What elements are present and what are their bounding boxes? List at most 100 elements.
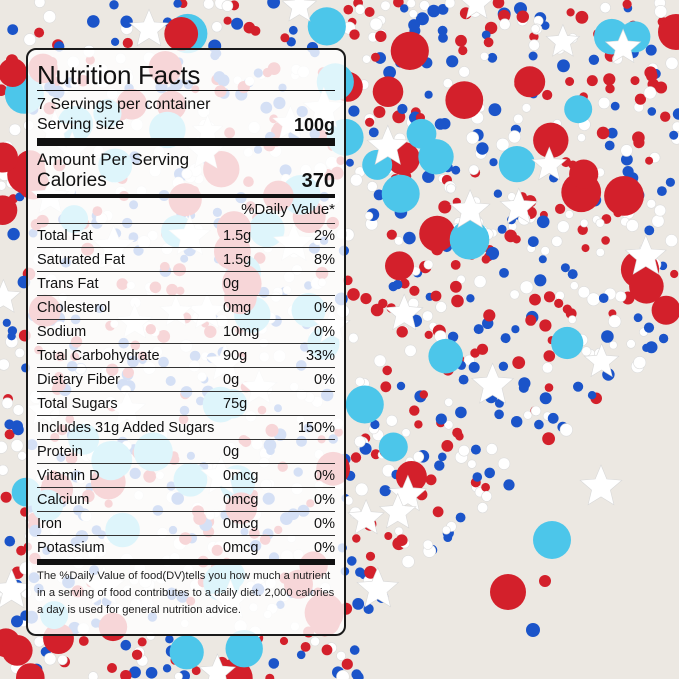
nonpareil-sprinkle — [432, 506, 444, 518]
nonpareil-sprinkle — [486, 246, 500, 260]
nonpareil-sprinkle — [458, 66, 470, 78]
star-sprinkle — [366, 124, 410, 165]
nonpareil-sprinkle — [435, 301, 447, 313]
nonpareil-sprinkle — [565, 77, 575, 86]
nonpareil-sprinkle — [354, 435, 366, 448]
nonpareil-sprinkle — [336, 650, 346, 661]
nonpareil-sprinkle — [408, 19, 420, 31]
nonpareil-sprinkle — [414, 420, 423, 429]
star-sprinkle — [604, 28, 642, 64]
nonpareil-sprinkle — [534, 274, 547, 287]
nutrient-amount: 0g — [223, 275, 240, 292]
nonpareil-sprinkle — [497, 224, 507, 234]
nonpareil-sprinkle — [604, 140, 615, 151]
nonpareil-sprinkle — [425, 474, 437, 486]
nonpareil-sprinkle — [352, 534, 361, 543]
nonpareil-sprinkle — [642, 343, 651, 352]
star-sprinkle — [384, 293, 424, 331]
nutrient-name: Protein — [37, 443, 83, 460]
nonpareil-sprinkle — [554, 298, 564, 308]
nonpareil-sprinkle — [477, 502, 489, 514]
nonpareil-sprinkle — [633, 356, 647, 370]
nonpareil-sprinkle — [476, 343, 489, 355]
nonpareil-sprinkle — [280, 33, 290, 43]
amount-per-serving: Amount Per Serving — [37, 150, 190, 169]
nonpareil-sprinkle — [540, 21, 550, 30]
nonpareil-sprinkle — [43, 10, 57, 24]
nonpareil-sprinkle — [542, 89, 553, 101]
nonpareil-sprinkle — [526, 623, 540, 637]
nonpareil-sprinkle — [380, 0, 391, 11]
nonpareil-sprinkle — [485, 443, 498, 455]
disc-sprinkle — [533, 521, 571, 559]
nonpareil-sprinkle — [466, 294, 475, 303]
nonpareil-sprinkle — [107, 663, 117, 673]
nonpareil-sprinkle — [481, 490, 493, 502]
star-sprinkle — [499, 187, 539, 225]
nonpareil-sprinkle — [528, 39, 540, 51]
nonpareil-sprinkle — [129, 666, 141, 679]
nutrient-amount: 0g — [223, 443, 240, 460]
nutrient-name: Cholesterol — [37, 299, 111, 316]
nonpareil-sprinkle — [651, 214, 665, 228]
disc-sprinkle — [0, 58, 28, 87]
nonpareil-sprinkle — [380, 381, 392, 393]
nonpareil-sprinkle — [349, 29, 360, 40]
nonpareil-sprinkle — [33, 636, 45, 648]
nonpareil-sprinkle — [122, 37, 133, 49]
nonpareil-sprinkle — [394, 526, 404, 536]
nonpareil-sprinkle — [498, 18, 511, 31]
nonpareil-sprinkle — [443, 533, 453, 542]
nutrient-name: Includes 31g Added Sugars — [37, 419, 215, 436]
nonpareil-sprinkle — [0, 180, 7, 191]
nutrient-name: Total Carbohydrate — [37, 347, 160, 364]
nonpareil-sprinkle — [430, 290, 442, 302]
nonpareil-sprinkle — [567, 315, 577, 324]
nonpareil-sprinkle — [645, 44, 657, 56]
nonpareil-sprinkle — [354, 4, 366, 15]
nonpareil-sprinkle — [499, 268, 509, 278]
nonpareil-sprinkle — [373, 106, 386, 118]
nonpareil-sprinkle — [538, 255, 547, 264]
nonpareil-sprinkle — [400, 4, 409, 13]
nonpareil-sprinkle — [368, 127, 379, 138]
disc-sprinkle — [225, 630, 263, 668]
nonpareil-sprinkle — [120, 670, 132, 679]
disc-sprinkle — [419, 215, 456, 252]
nutrient-row: Sodium 10mg 0% — [37, 319, 335, 343]
nonpareil-sprinkle — [353, 671, 364, 679]
nonpareil-sprinkle — [444, 397, 454, 407]
nutrient-name: Sodium — [37, 323, 87, 340]
disc-sprinkle — [395, 461, 427, 492]
nonpareil-sprinkle — [393, 279, 403, 290]
nonpareil-sprinkle — [43, 652, 57, 666]
nonpareil-sprinkle — [4, 429, 15, 440]
nonpareil-sprinkle — [370, 419, 380, 430]
nonpareil-sprinkle — [406, 0, 416, 9]
nonpareil-sprinkle — [347, 556, 357, 566]
nonpareil-sprinkle — [555, 203, 566, 214]
nonpareil-sprinkle — [472, 472, 483, 482]
disc-sprinkle — [390, 31, 429, 70]
nonpareil-sprinkle — [494, 398, 504, 408]
nonpareil-sprinkle — [519, 280, 534, 295]
nutrient-name: Vitamin D — [37, 467, 100, 484]
nonpareil-sprinkle — [527, 236, 539, 248]
nonpareil-sprinkle — [397, 103, 408, 115]
nonpareil-sprinkle — [632, 131, 645, 144]
nonpareil-sprinkle — [363, 603, 374, 615]
divider-thick — [37, 138, 335, 146]
nutrient-daily-value: 0% — [314, 491, 335, 508]
nonpareil-sprinkle — [605, 84, 615, 94]
nonpareil-sprinkle — [608, 340, 618, 350]
nonpareil-sprinkle — [370, 303, 384, 317]
nonpareil-sprinkle — [573, 381, 584, 392]
nonpareil-sprinkle — [409, 405, 420, 416]
nutrient-row: Vitamin D 0mcg 0% — [37, 463, 335, 487]
nonpareil-sprinkle — [603, 73, 616, 86]
nonpareil-sprinkle — [643, 322, 655, 333]
daily-value-header: %Daily Value* — [241, 201, 335, 218]
nonpareil-sprinkle — [622, 0, 632, 9]
nonpareil-sprinkle — [644, 225, 655, 236]
nutrient-table: Total Fat 1.5g 2% Saturated Fat 1.5g 8% Trans … — [37, 223, 335, 559]
